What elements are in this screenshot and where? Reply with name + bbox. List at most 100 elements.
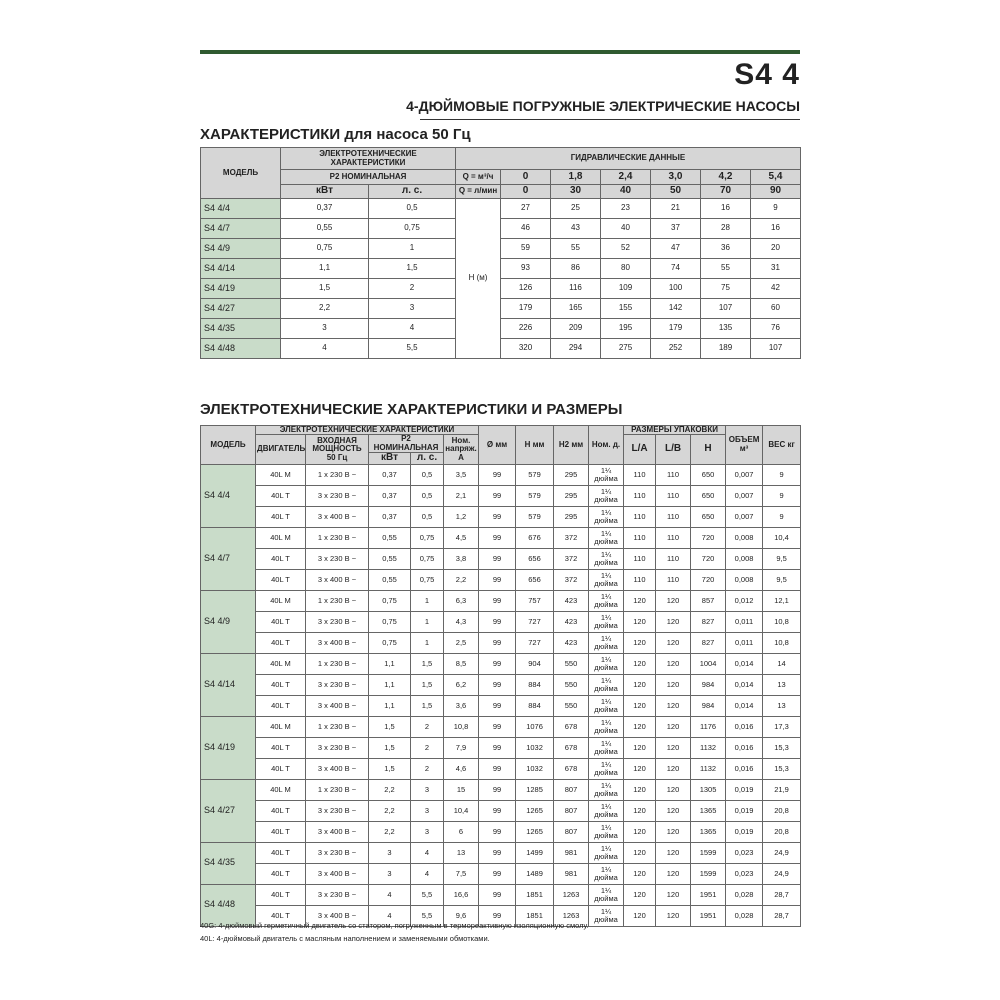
cell: 2 <box>410 757 444 780</box>
footnote: 40L: 4-дюймовый двигатель с масляным нап… <box>200 934 490 943</box>
cell: 209 <box>550 318 601 339</box>
cell: 99 <box>478 715 517 738</box>
cell: 20,8 <box>762 799 802 822</box>
cell: 99 <box>478 652 517 675</box>
model-cell: S4 4/19 <box>200 715 256 780</box>
cell: 579 <box>515 463 555 486</box>
cell: 0,75 <box>368 589 411 612</box>
cell: 1132 <box>690 757 727 780</box>
cell: 0,019 <box>725 820 764 843</box>
header-cell: Q = л/мин <box>455 183 501 200</box>
cell: 110 <box>623 463 657 486</box>
cell: 720 <box>690 547 727 570</box>
cell: 120 <box>623 841 657 864</box>
cell: 9 <box>762 484 802 507</box>
cell: 120 <box>655 673 692 696</box>
header-cell: ЭЛЕКТРОТЕХНИЧЕСКИЕ ХАРАКТЕРИСТИКИ <box>280 146 456 171</box>
cell: 28 <box>700 218 751 239</box>
cell: 0,014 <box>725 694 764 717</box>
cell: 110 <box>655 505 692 528</box>
cell: 0,007 <box>725 484 764 507</box>
cell: 423 <box>553 631 590 654</box>
cell: 0,5 <box>410 463 444 486</box>
header-cell: кВт <box>280 183 369 200</box>
cell: 40L M <box>255 715 306 738</box>
cell: 727 <box>515 631 555 654</box>
header-cell: H <box>690 434 727 465</box>
cell: 6,3 <box>442 589 480 612</box>
cell: 40L T <box>255 505 306 528</box>
header-cell: ЭЛЕКТРОТЕХНИЧЕСКИЕ ХАРАКТЕРИСТИКИ <box>254 424 480 436</box>
header-row: ДВИГАТЕЛЬ ВХОДНАЯ МОЩНОСТЬ 50 Гц P2 НОМИНА… <box>201 434 801 465</box>
cell: 1851 <box>515 904 555 927</box>
cell: 9,6 <box>442 904 480 927</box>
cell: 40L T <box>255 673 306 696</box>
cell: 981 <box>553 862 590 885</box>
model-cell: S4 4/35 <box>200 841 256 885</box>
subtitle: 4-ДЮЙМОВЫЕ ПОГРУЖНЫЕ ЭЛЕКТРИЧЕСКИЕ НАСОС… <box>406 98 800 114</box>
cell: 179 <box>650 318 701 339</box>
header-row: кВт л. с. Q = л/мин 0 30 40 50 70 90 <box>201 183 801 200</box>
cell: 676 <box>515 526 555 549</box>
cell: 1¼ дюйма <box>588 652 625 675</box>
cell: 2,2 <box>368 778 411 801</box>
cell: 1¼ дюйма <box>588 610 625 633</box>
cell: 1 x 230 B ~ <box>305 463 369 486</box>
cell: 40L T <box>255 799 306 822</box>
cell: 1¼ дюйма <box>588 883 625 906</box>
cell: 252 <box>650 338 701 359</box>
cell: 1132 <box>690 736 727 759</box>
cell: 1,5 <box>410 694 444 717</box>
model-cell: S4 4/19 <box>200 278 281 299</box>
cell: 135 <box>700 318 751 339</box>
cell: 120 <box>623 589 657 612</box>
cell: 2,2 <box>442 568 480 591</box>
cell: 120 <box>655 757 692 780</box>
header-cell: 90 <box>750 183 801 200</box>
cell: 3 x 230 B ~ <box>305 610 369 633</box>
cell: 1¼ дюйма <box>588 757 625 780</box>
cell: 1032 <box>515 736 555 759</box>
header-cell: L/A <box>623 434 657 465</box>
cell: 807 <box>553 820 590 843</box>
cell: 1¼ дюйма <box>588 820 625 843</box>
cell: 1¼ дюйма <box>588 715 625 738</box>
cell: 16 <box>700 198 751 219</box>
cell: 3 <box>280 318 369 339</box>
cell: 28,7 <box>762 904 802 927</box>
cell: 75 <box>700 278 751 299</box>
cell: 656 <box>515 547 555 570</box>
cell: 40L M <box>255 778 306 801</box>
cell: 372 <box>553 568 590 591</box>
header-cell: ВЕС кг <box>762 425 802 465</box>
cell: 423 <box>553 589 590 612</box>
cell: 550 <box>553 652 590 675</box>
model-cell: S4 4/7 <box>200 526 256 591</box>
cell: 1032 <box>515 757 555 780</box>
cell: 120 <box>623 820 657 843</box>
header-cell: H мм <box>515 425 555 465</box>
cell: 650 <box>690 505 727 528</box>
cell: 86 <box>550 258 601 279</box>
cell: 2,2 <box>368 820 411 843</box>
cell: 0,5 <box>410 505 444 528</box>
cell: 3 <box>368 298 456 319</box>
cell: 720 <box>690 526 727 549</box>
cell: 52 <box>600 238 651 259</box>
cell: 110 <box>623 568 657 591</box>
cell: 1076 <box>515 715 555 738</box>
cell: 120 <box>655 778 692 801</box>
cell: 36 <box>700 238 751 259</box>
cell: 1¼ дюйма <box>588 505 625 528</box>
cell: 0,014 <box>725 673 764 696</box>
cell: 10,4 <box>762 526 802 549</box>
cell: 0,012 <box>725 589 764 612</box>
cell: 0,75 <box>368 218 456 239</box>
cell: 99 <box>478 589 517 612</box>
cell: 155 <box>600 298 651 319</box>
